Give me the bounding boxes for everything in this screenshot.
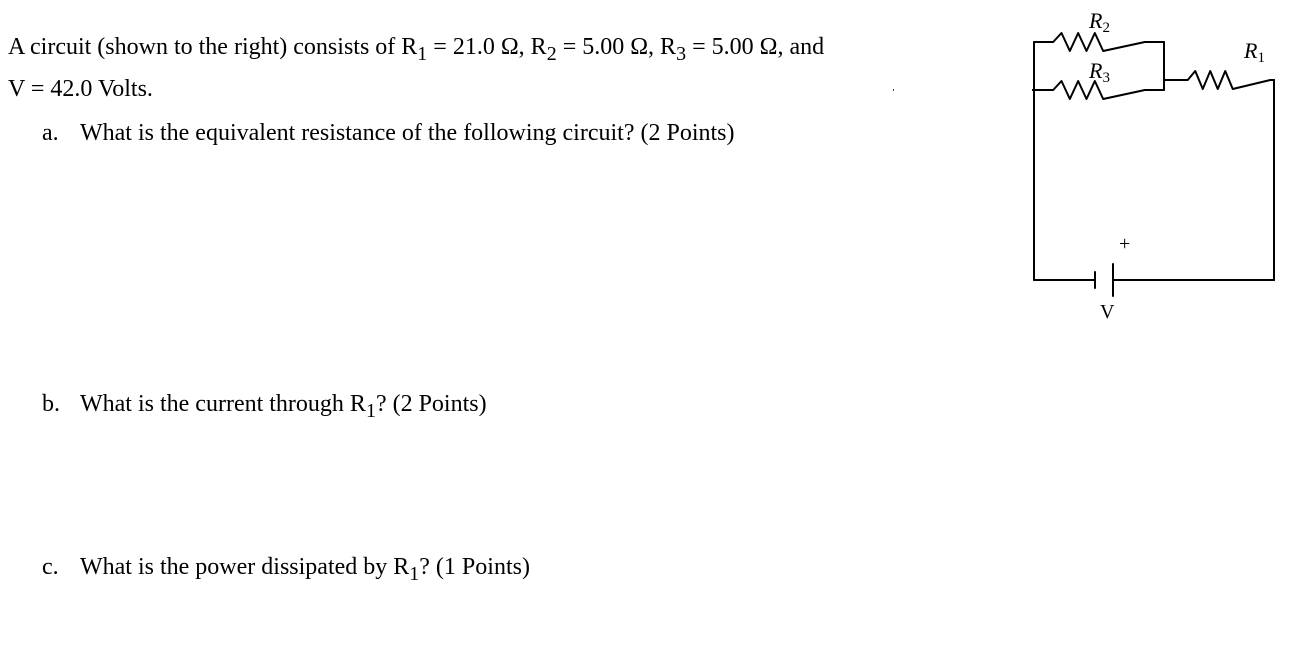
svg-text:R2: R2	[1088, 8, 1110, 36]
circuit-diagram: R2 R3 R1 + V	[844, 0, 1304, 330]
part-marker: c.	[42, 548, 80, 590]
part-a: a. What is the equivalent resistance of …	[42, 114, 828, 152]
svg-text:R1: R1	[1243, 38, 1265, 66]
part-b: b. What is the current through R1? (2 Po…	[42, 385, 828, 427]
part-c: c. What is the power dissipated by R1? (…	[42, 548, 828, 590]
svg-text:V: V	[1100, 301, 1115, 323]
problem-text-block: A circuit (shown to the right) consists …	[8, 28, 828, 590]
svg-text:+: +	[1119, 233, 1130, 255]
svg-text:R3: R3	[1088, 58, 1110, 86]
part-text: What is the equivalent resistance of the…	[80, 114, 828, 152]
problem-intro: A circuit (shown to the right) consists …	[8, 28, 828, 108]
part-marker: b.	[42, 385, 80, 427]
part-text: What is the current through R1? (2 Point…	[80, 385, 828, 427]
part-marker: a.	[42, 114, 80, 152]
part-text: What is the power dissipated by R1? (1 P…	[80, 548, 828, 590]
